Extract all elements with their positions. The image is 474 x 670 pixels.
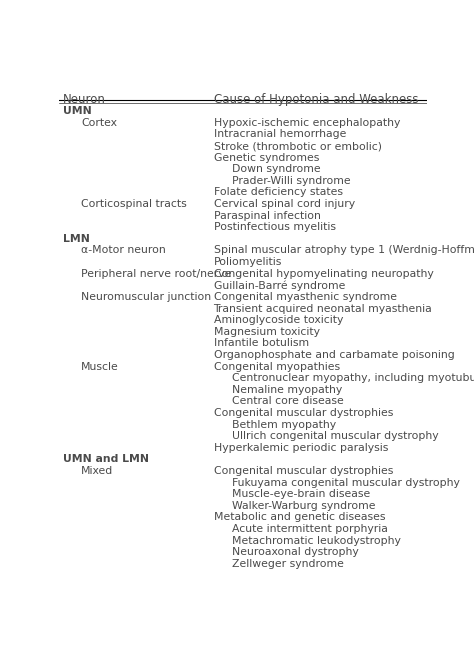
Text: Aminoglycoside toxicity: Aminoglycoside toxicity: [213, 315, 343, 325]
Text: Nemaline myopathy: Nemaline myopathy: [232, 385, 342, 395]
Text: UMN: UMN: [63, 106, 91, 116]
Text: Organophosphate and carbamate poisoning: Organophosphate and carbamate poisoning: [213, 350, 454, 360]
Text: Spinal muscular atrophy type 1 (Werdnig-Hoffman disease): Spinal muscular atrophy type 1 (Werdnig-…: [213, 245, 474, 255]
Text: Congenital muscular dystrophies: Congenital muscular dystrophies: [213, 408, 393, 418]
Text: Cortex: Cortex: [82, 118, 117, 128]
Text: α-Motor neuron: α-Motor neuron: [82, 245, 166, 255]
Text: Acute intermittent porphyria: Acute intermittent porphyria: [232, 524, 388, 534]
Text: Mixed: Mixed: [82, 466, 114, 476]
Text: Metabolic and genetic diseases: Metabolic and genetic diseases: [213, 513, 385, 523]
Text: Poliomyelitis: Poliomyelitis: [213, 257, 282, 267]
Text: Muscle: Muscle: [82, 362, 119, 372]
Text: Corticospinal tracts: Corticospinal tracts: [82, 199, 187, 209]
Text: Bethlem myopathy: Bethlem myopathy: [232, 419, 336, 429]
Text: LMN: LMN: [63, 234, 90, 244]
Text: Magnesium toxicity: Magnesium toxicity: [213, 327, 319, 337]
Text: Neuromuscular junction: Neuromuscular junction: [82, 292, 211, 302]
Text: Metachromatic leukodystrophy: Metachromatic leukodystrophy: [232, 536, 401, 545]
Text: Ullrich congenital muscular dystrophy: Ullrich congenital muscular dystrophy: [232, 431, 438, 442]
Text: Guillain-Barré syndrome: Guillain-Barré syndrome: [213, 280, 345, 291]
Text: Walker-Warburg syndrome: Walker-Warburg syndrome: [232, 501, 375, 511]
Text: Congenital myopathies: Congenital myopathies: [213, 362, 340, 372]
Text: Congenital myasthenic syndrome: Congenital myasthenic syndrome: [213, 292, 397, 302]
Text: Intracranial hemorrhage: Intracranial hemorrhage: [213, 129, 346, 139]
Text: Neuron: Neuron: [63, 93, 106, 107]
Text: Congenital muscular dystrophies: Congenital muscular dystrophies: [213, 466, 393, 476]
Text: Central core disease: Central core disease: [232, 397, 344, 407]
Text: Prader-Willi syndrome: Prader-Willi syndrome: [232, 176, 351, 186]
Text: Cause of Hypotonia and Weakness: Cause of Hypotonia and Weakness: [213, 93, 418, 107]
Text: Infantile botulism: Infantile botulism: [213, 338, 309, 348]
Text: Hyperkalemic periodic paralysis: Hyperkalemic periodic paralysis: [213, 443, 388, 453]
Text: Postinfectious myelitis: Postinfectious myelitis: [213, 222, 336, 232]
Text: Folate deficiency states: Folate deficiency states: [213, 188, 343, 198]
Text: Stroke (thrombotic or embolic): Stroke (thrombotic or embolic): [213, 141, 382, 151]
Text: Down syndrome: Down syndrome: [232, 164, 320, 174]
Text: Zellweger syndrome: Zellweger syndrome: [232, 559, 344, 569]
Text: Fukuyama congenital muscular dystrophy: Fukuyama congenital muscular dystrophy: [232, 478, 460, 488]
Text: Hypoxic-ischemic encephalopathy: Hypoxic-ischemic encephalopathy: [213, 118, 400, 128]
Text: Muscle-eye-brain disease: Muscle-eye-brain disease: [232, 489, 370, 499]
Text: Peripheral nerve root/nerve: Peripheral nerve root/nerve: [82, 269, 232, 279]
Text: Genetic syndromes: Genetic syndromes: [213, 153, 319, 163]
Text: Transient acquired neonatal myasthenia: Transient acquired neonatal myasthenia: [213, 304, 432, 314]
Text: Paraspinal infection: Paraspinal infection: [213, 210, 320, 220]
Text: Cervical spinal cord injury: Cervical spinal cord injury: [213, 199, 355, 209]
Text: Neuroaxonal dystrophy: Neuroaxonal dystrophy: [232, 547, 359, 557]
Text: Congenital hypomyelinating neuropathy: Congenital hypomyelinating neuropathy: [213, 269, 433, 279]
Text: Centronuclear myopathy, including myotubular myopathy: Centronuclear myopathy, including myotub…: [232, 373, 474, 383]
Text: UMN and LMN: UMN and LMN: [63, 454, 149, 464]
